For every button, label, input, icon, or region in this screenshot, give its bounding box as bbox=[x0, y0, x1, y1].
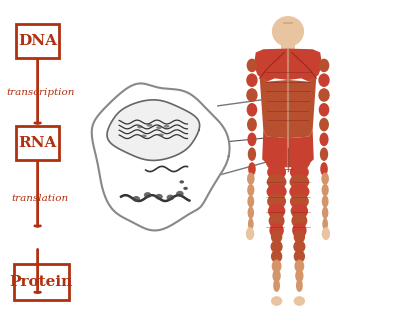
Ellipse shape bbox=[246, 227, 254, 240]
Ellipse shape bbox=[318, 88, 330, 102]
Ellipse shape bbox=[288, 147, 311, 171]
Ellipse shape bbox=[246, 73, 258, 87]
Ellipse shape bbox=[321, 173, 329, 185]
Ellipse shape bbox=[322, 227, 330, 240]
Text: RNA: RNA bbox=[18, 136, 57, 150]
Ellipse shape bbox=[248, 206, 254, 219]
Ellipse shape bbox=[322, 195, 329, 207]
Ellipse shape bbox=[267, 174, 286, 190]
Ellipse shape bbox=[290, 174, 309, 190]
Ellipse shape bbox=[290, 164, 309, 180]
Ellipse shape bbox=[270, 240, 283, 253]
FancyBboxPatch shape bbox=[14, 265, 69, 300]
Ellipse shape bbox=[322, 206, 329, 219]
Ellipse shape bbox=[167, 195, 174, 201]
Ellipse shape bbox=[180, 180, 184, 184]
Ellipse shape bbox=[272, 269, 281, 282]
Ellipse shape bbox=[266, 184, 286, 200]
Ellipse shape bbox=[319, 58, 329, 72]
Text: DNA: DNA bbox=[18, 34, 57, 48]
Ellipse shape bbox=[183, 187, 188, 190]
Polygon shape bbox=[262, 130, 314, 167]
Ellipse shape bbox=[247, 133, 257, 146]
Ellipse shape bbox=[248, 218, 253, 230]
Polygon shape bbox=[259, 75, 316, 138]
Ellipse shape bbox=[320, 147, 328, 161]
Ellipse shape bbox=[320, 133, 329, 146]
Ellipse shape bbox=[247, 173, 255, 185]
Ellipse shape bbox=[141, 135, 147, 137]
Text: transcription: transcription bbox=[6, 88, 74, 98]
Ellipse shape bbox=[147, 124, 152, 127]
Ellipse shape bbox=[294, 230, 305, 243]
Ellipse shape bbox=[271, 230, 282, 243]
Ellipse shape bbox=[248, 162, 256, 176]
Ellipse shape bbox=[272, 260, 281, 273]
Ellipse shape bbox=[137, 125, 143, 128]
Ellipse shape bbox=[290, 194, 309, 209]
Ellipse shape bbox=[294, 296, 305, 306]
Polygon shape bbox=[254, 49, 322, 82]
Ellipse shape bbox=[272, 16, 304, 47]
Text: Protein: Protein bbox=[10, 275, 73, 289]
Polygon shape bbox=[107, 100, 200, 161]
Ellipse shape bbox=[267, 164, 286, 180]
Ellipse shape bbox=[265, 147, 288, 171]
FancyBboxPatch shape bbox=[16, 24, 59, 58]
Polygon shape bbox=[92, 84, 230, 230]
FancyBboxPatch shape bbox=[16, 126, 59, 160]
Ellipse shape bbox=[292, 223, 307, 238]
Ellipse shape bbox=[247, 118, 257, 131]
Bar bbox=[281, 36, 295, 49]
Ellipse shape bbox=[269, 223, 284, 238]
Ellipse shape bbox=[321, 184, 329, 196]
Ellipse shape bbox=[273, 279, 280, 292]
Ellipse shape bbox=[318, 73, 330, 87]
Ellipse shape bbox=[247, 184, 254, 196]
Ellipse shape bbox=[296, 279, 303, 292]
Ellipse shape bbox=[176, 191, 184, 197]
Ellipse shape bbox=[247, 103, 257, 117]
Ellipse shape bbox=[295, 269, 303, 282]
Ellipse shape bbox=[291, 203, 308, 219]
Ellipse shape bbox=[319, 103, 329, 117]
Ellipse shape bbox=[267, 194, 286, 209]
Ellipse shape bbox=[144, 192, 151, 198]
Ellipse shape bbox=[294, 260, 304, 273]
Ellipse shape bbox=[156, 126, 162, 129]
Ellipse shape bbox=[294, 250, 305, 263]
Ellipse shape bbox=[132, 196, 140, 202]
Ellipse shape bbox=[247, 58, 257, 72]
Ellipse shape bbox=[293, 240, 305, 253]
Ellipse shape bbox=[158, 134, 164, 136]
Ellipse shape bbox=[246, 88, 258, 102]
Ellipse shape bbox=[322, 218, 328, 230]
Ellipse shape bbox=[248, 147, 256, 161]
Text: translation: translation bbox=[12, 194, 69, 202]
Ellipse shape bbox=[271, 296, 282, 306]
Ellipse shape bbox=[319, 118, 329, 131]
Ellipse shape bbox=[164, 125, 169, 128]
Ellipse shape bbox=[268, 203, 285, 219]
Ellipse shape bbox=[271, 250, 282, 263]
Ellipse shape bbox=[320, 162, 328, 176]
Ellipse shape bbox=[291, 213, 307, 228]
Ellipse shape bbox=[289, 184, 309, 200]
Ellipse shape bbox=[269, 213, 285, 228]
Ellipse shape bbox=[155, 194, 163, 200]
Ellipse shape bbox=[247, 195, 254, 207]
